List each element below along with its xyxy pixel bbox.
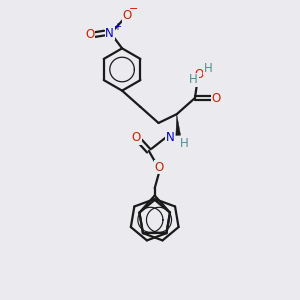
- Text: N: N: [166, 131, 174, 144]
- Text: +: +: [113, 22, 121, 32]
- Text: O: O: [123, 9, 132, 22]
- Text: H: H: [204, 61, 213, 74]
- Text: −: −: [129, 4, 139, 14]
- Text: O: O: [154, 160, 164, 174]
- Text: O: O: [85, 28, 94, 41]
- Text: H: H: [180, 137, 189, 150]
- Text: N: N: [105, 27, 114, 40]
- Polygon shape: [176, 114, 181, 136]
- Text: O: O: [195, 68, 204, 81]
- Text: O: O: [212, 92, 221, 104]
- Text: O: O: [132, 131, 141, 144]
- Text: H: H: [189, 73, 198, 86]
